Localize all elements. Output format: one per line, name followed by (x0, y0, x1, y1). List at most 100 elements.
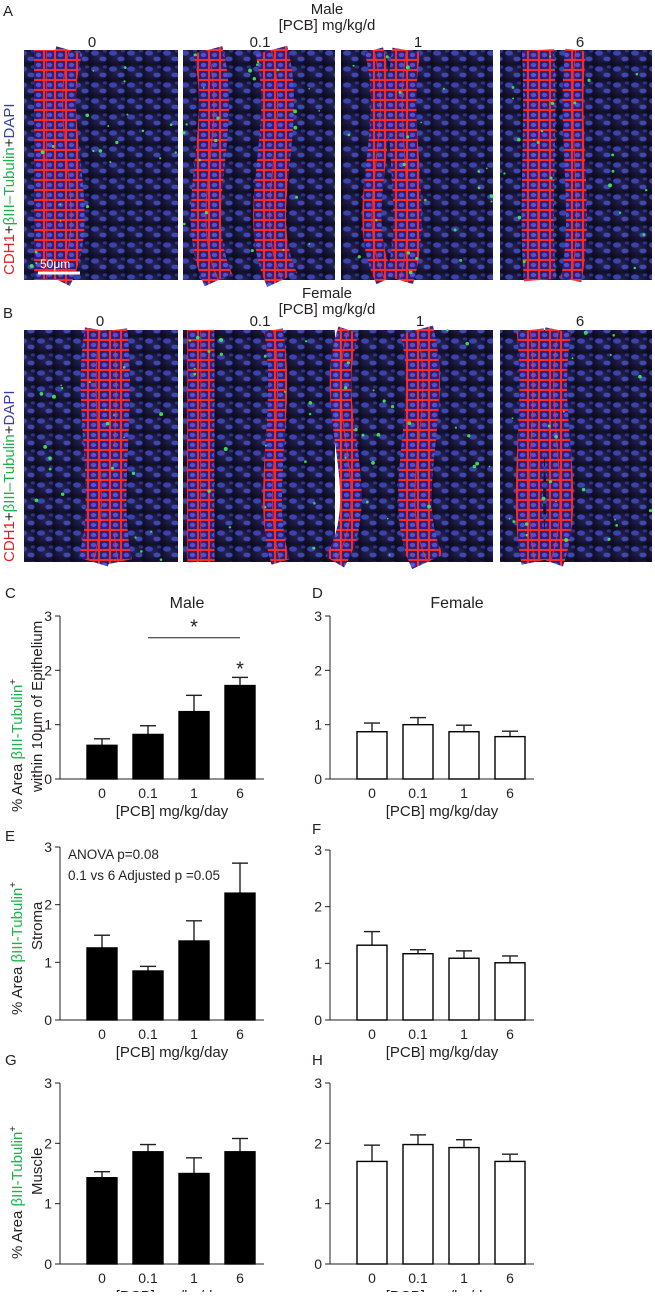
bar (494, 962, 526, 1021)
stain-part: βIII–Tubulin (1, 147, 18, 225)
micrograph-image (341, 47, 494, 285)
stain-part: DAPI (1, 390, 18, 425)
panel-a-dose-0: 0 (88, 34, 96, 51)
x-tick-label: 0.1 (138, 1026, 158, 1042)
y-tick-label: 2 (314, 899, 322, 915)
ylabel-marker: βIII-Tubulin (9, 1132, 26, 1207)
bar (402, 953, 434, 1021)
y-tick-label: 1 (314, 1196, 322, 1212)
panel-letter-c: C (5, 585, 16, 602)
x-tick-label: 1 (190, 1026, 198, 1042)
bar (132, 1151, 164, 1265)
x-tick-label: 0 (98, 785, 106, 801)
x-tick-label: 6 (236, 785, 244, 801)
y-tick-label: 0 (314, 1012, 322, 1028)
x-axis-label: [PCB] mg/kg/day (116, 803, 229, 820)
bar (224, 892, 256, 1021)
panel-b-dose-0.1: 0.1 (250, 313, 271, 330)
scale-bar-label: 50μm (40, 257, 70, 271)
panel-b-sex-label: Female (302, 285, 352, 302)
panel-a-dose-6: 6 (576, 34, 584, 51)
stain-part: + (1, 425, 18, 434)
panel-a: A Male [PCB] mg/kg/d 0 0.1 1 6 CDH1+βIII… (1, 1, 652, 287)
panel-letter-e: E (5, 828, 15, 845)
ylabel-muscle: % Area βIII-Tubulin+ (8, 1126, 26, 1259)
ylabel-suffix: + (8, 882, 19, 888)
x-tick-label: 1 (460, 1026, 468, 1042)
micrograph-image (182, 45, 335, 287)
x-axis-label: [PCB] mg/kg/day (116, 1288, 229, 1292)
chart-title: Male (170, 595, 205, 612)
x-tick-label: 0.1 (408, 1270, 428, 1286)
ylabel-muscle-line2: Muscle (29, 1147, 46, 1195)
y-tick-label: 2 (44, 897, 52, 913)
panel-a-dose-0.1: 0.1 (250, 34, 271, 51)
y-tick-label: 0 (314, 1256, 322, 1272)
micrograph-image (325, 325, 493, 570)
bar-charts: C Male 0 1 2 3 0 0.1 1 6 [PCB] mg/kg/day * * D Female 0… (5, 585, 534, 1297)
x-tick-label: 6 (506, 1270, 514, 1286)
y-tick-label: 2 (44, 662, 52, 678)
x-tick-label: 0.1 (138, 1270, 158, 1286)
panel-letter-a: A (3, 3, 13, 20)
bar (356, 731, 388, 780)
panel-a-stain-legend: CDH1+βIII–Tubulin+DAPI (1, 103, 18, 275)
bar (448, 1146, 480, 1265)
bar (86, 1177, 118, 1265)
panel-b-dose-6: 6 (576, 313, 584, 330)
y-tick-label: 3 (314, 608, 322, 624)
panel-a-sex-label: Male (311, 1, 344, 18)
x-tick-label: 0.1 (408, 785, 428, 801)
micrograph-image (500, 327, 653, 567)
y-tick-label: 1 (314, 955, 322, 971)
micrograph-image (500, 48, 652, 283)
bar (86, 947, 118, 1021)
y-tick-label: 3 (314, 1075, 322, 1091)
stain-part: DAPI (1, 103, 18, 138)
panel-letter-f: F (312, 821, 321, 838)
ylabel-epithelium-line2: within 10μm of Epithelium (29, 621, 46, 793)
bar-chart-c: C Male 0 1 2 3 0 0.1 1 6 [PCB] mg/kg/day * * (5, 585, 264, 820)
micrograph-image (24, 46, 178, 287)
x-tick-label: 1 (460, 785, 468, 801)
y-tick-label: 3 (314, 842, 322, 858)
x-tick-label: 0.1 (408, 1026, 428, 1042)
bar (448, 731, 480, 780)
x-tick-label: 0 (98, 1026, 106, 1042)
y-tick-label: 0 (314, 771, 322, 787)
x-tick-label: 0 (368, 1270, 376, 1286)
y-tick-label: 1 (44, 954, 52, 970)
panel-letter-g: G (5, 1052, 17, 1069)
stain-part: βIII–Tubulin (1, 434, 18, 512)
ylabel-marker: βIII-Tubulin (9, 888, 26, 963)
bar (224, 684, 256, 780)
bar-chart-e: E 0 1 2 3 0 0.1 1 6 [PCB] mg/kg/day ANOVA p=0.08 0.… (5, 828, 264, 1061)
panel-b-dose-label: [PCB] mg/kg/d (279, 301, 376, 318)
x-tick-label: 6 (506, 1026, 514, 1042)
x-tick-label: 1 (190, 1270, 198, 1286)
ylabel-marker: βIII-Tubulin (9, 685, 26, 760)
bar (224, 1151, 256, 1265)
ylabel-epithelium: % Area βIII-Tubulin+ (8, 679, 26, 812)
ylabel-stroma-line2: Stroma (29, 901, 46, 950)
y-tick-label: 3 (44, 839, 52, 855)
x-tick-label: 0 (368, 785, 376, 801)
panel-letter-b: B (3, 305, 13, 322)
x-tick-label: 0.1 (138, 785, 158, 801)
bar (132, 970, 164, 1021)
micrograph-image (183, 328, 336, 565)
bar (132, 733, 164, 780)
x-axis-label: [PCB] mg/kg/day (386, 1044, 499, 1061)
panel-letter-h: H (312, 1052, 323, 1069)
x-axis-label: [PCB] mg/kg/day (386, 803, 499, 820)
stain-part: + (1, 225, 18, 234)
ylabel-prefix: % Area (9, 1206, 26, 1259)
y-tick-label: 2 (44, 1135, 52, 1151)
bar (402, 723, 434, 780)
x-axis-label: [PCB] mg/kg/day (116, 1044, 229, 1061)
bar (178, 940, 210, 1021)
bar (356, 944, 388, 1021)
y-tick-label: 2 (314, 1135, 322, 1151)
panel-a-dose-1: 1 (414, 34, 422, 51)
